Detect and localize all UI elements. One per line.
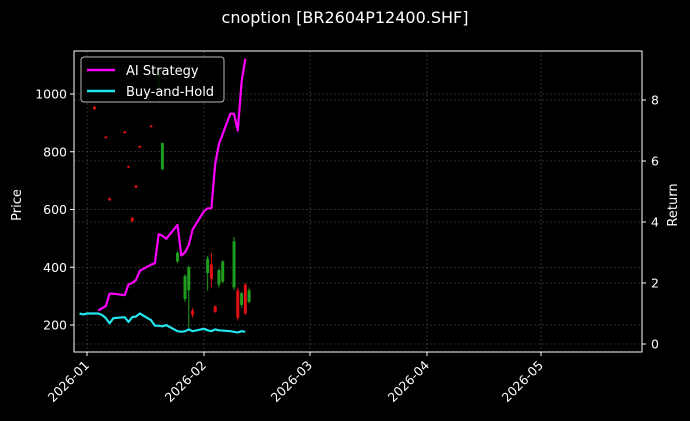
x-axis: 2026-01 2026-02 2026-03 2026-04 2026-05	[45, 352, 547, 406]
line-buy-and-hold	[79, 312, 246, 334]
legend: AI Strategy Buy-and-Hold	[80, 56, 225, 103]
y-tick-label: 1000	[35, 87, 67, 102]
y-tick-label: 600	[43, 202, 67, 217]
chart-title: cnoption [BR2604P12400.SHF]	[221, 8, 469, 27]
y2-tick-label: 8	[651, 93, 659, 108]
y2-tick-label: 4	[651, 215, 659, 230]
y2-tick-label: 2	[651, 276, 659, 291]
x-tick-label: 2026-02	[162, 358, 210, 406]
grid-lines	[74, 51, 642, 352]
plot-frame	[73, 50, 643, 353]
x-tick-label: 2026-05	[499, 358, 547, 406]
return-lines	[79, 58, 247, 334]
y-axis-label: Price	[10, 189, 25, 221]
y-axis-return: 0 2 4 6 8	[642, 93, 659, 352]
x-tick-label: 2026-01	[45, 358, 93, 406]
line-ai-strategy	[97, 58, 247, 312]
y2-axis-label: Return	[666, 183, 681, 226]
candlesticks	[93, 69, 251, 328]
y-tick-label: 400	[43, 260, 67, 275]
y2-tick-label: 0	[651, 337, 659, 352]
legend-label-buy-and-hold: Buy-and-Hold	[126, 85, 214, 100]
y2-tick-label: 6	[651, 154, 659, 169]
y-axis-price: 200 400 600 800 1000	[35, 87, 74, 333]
y-tick-label: 800	[43, 144, 67, 159]
y-tick-label: 200	[43, 318, 67, 333]
x-tick-label: 2026-03	[268, 358, 316, 406]
x-tick-label: 2026-04	[385, 357, 433, 405]
legend-label-ai-strategy: AI Strategy	[126, 64, 199, 79]
